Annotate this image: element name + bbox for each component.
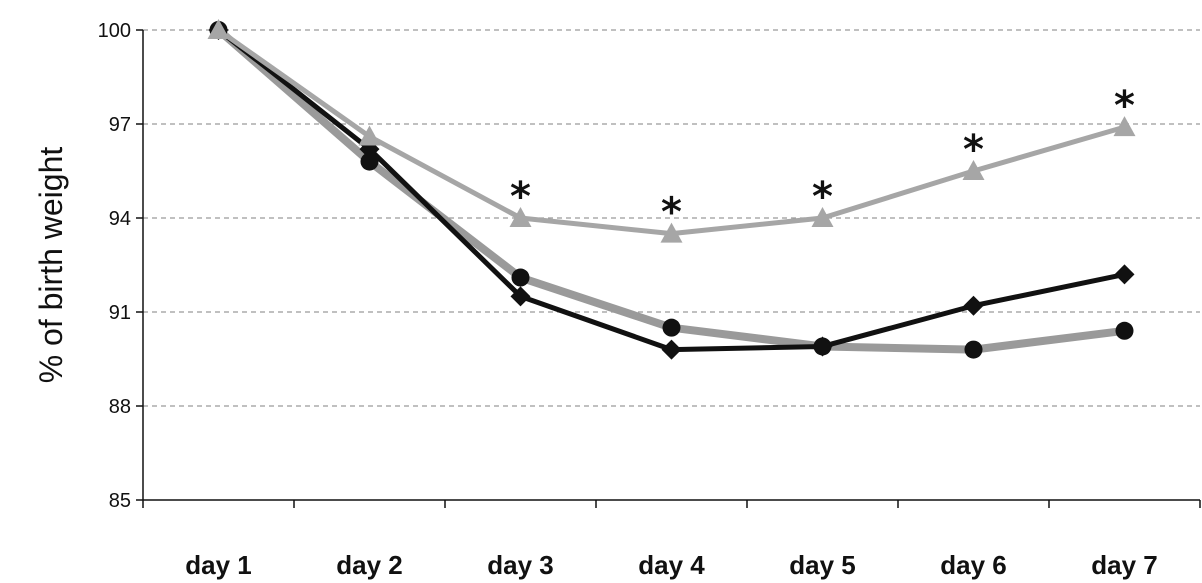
significance-asterisk: * [963,127,984,173]
y-tick-label: 91 [109,302,131,324]
significance-asterisk: * [812,174,833,220]
data-point-diamond [812,336,833,357]
significance-asterisk: * [1114,83,1135,129]
x-tick-label: day 6 [940,550,1007,580]
y-tick-label: 88 [109,396,131,418]
data-point-circle [1115,321,1134,340]
x-tick-label: day 2 [336,550,403,580]
data-point-triangle [811,207,834,227]
data-point-triangle [207,19,230,39]
data-point-triangle [1113,116,1136,137]
x-tick-label: day 1 [185,550,252,580]
y-tick-label: 85 [109,490,131,512]
data-point-circle [964,340,983,359]
data-point-circle [360,152,379,171]
data-point-diamond [510,286,531,307]
data-point-diamond [1114,264,1135,285]
y-axis-label: % of birth weight [33,147,69,384]
x-tick-label: day 3 [487,550,554,580]
data-point-circle [662,318,681,337]
data-point-diamond [661,339,682,360]
data-point-triangle [660,222,683,243]
x-tick-label: day 7 [1091,550,1158,580]
significance-asterisk: * [661,190,682,236]
data-point-triangle [509,207,532,227]
data-point-triangle [962,160,985,180]
significance-asterisk: * [510,174,531,220]
data-point-diamond [963,295,984,316]
data-point-circle [511,268,530,287]
y-tick-label: 100 [98,20,131,42]
y-tick-label: 97 [109,114,131,136]
y-tick-label: 94 [109,208,131,230]
data-point-triangle [358,125,381,146]
x-tick-label: day 4 [638,550,705,580]
x-tick-label: day 5 [789,550,856,580]
